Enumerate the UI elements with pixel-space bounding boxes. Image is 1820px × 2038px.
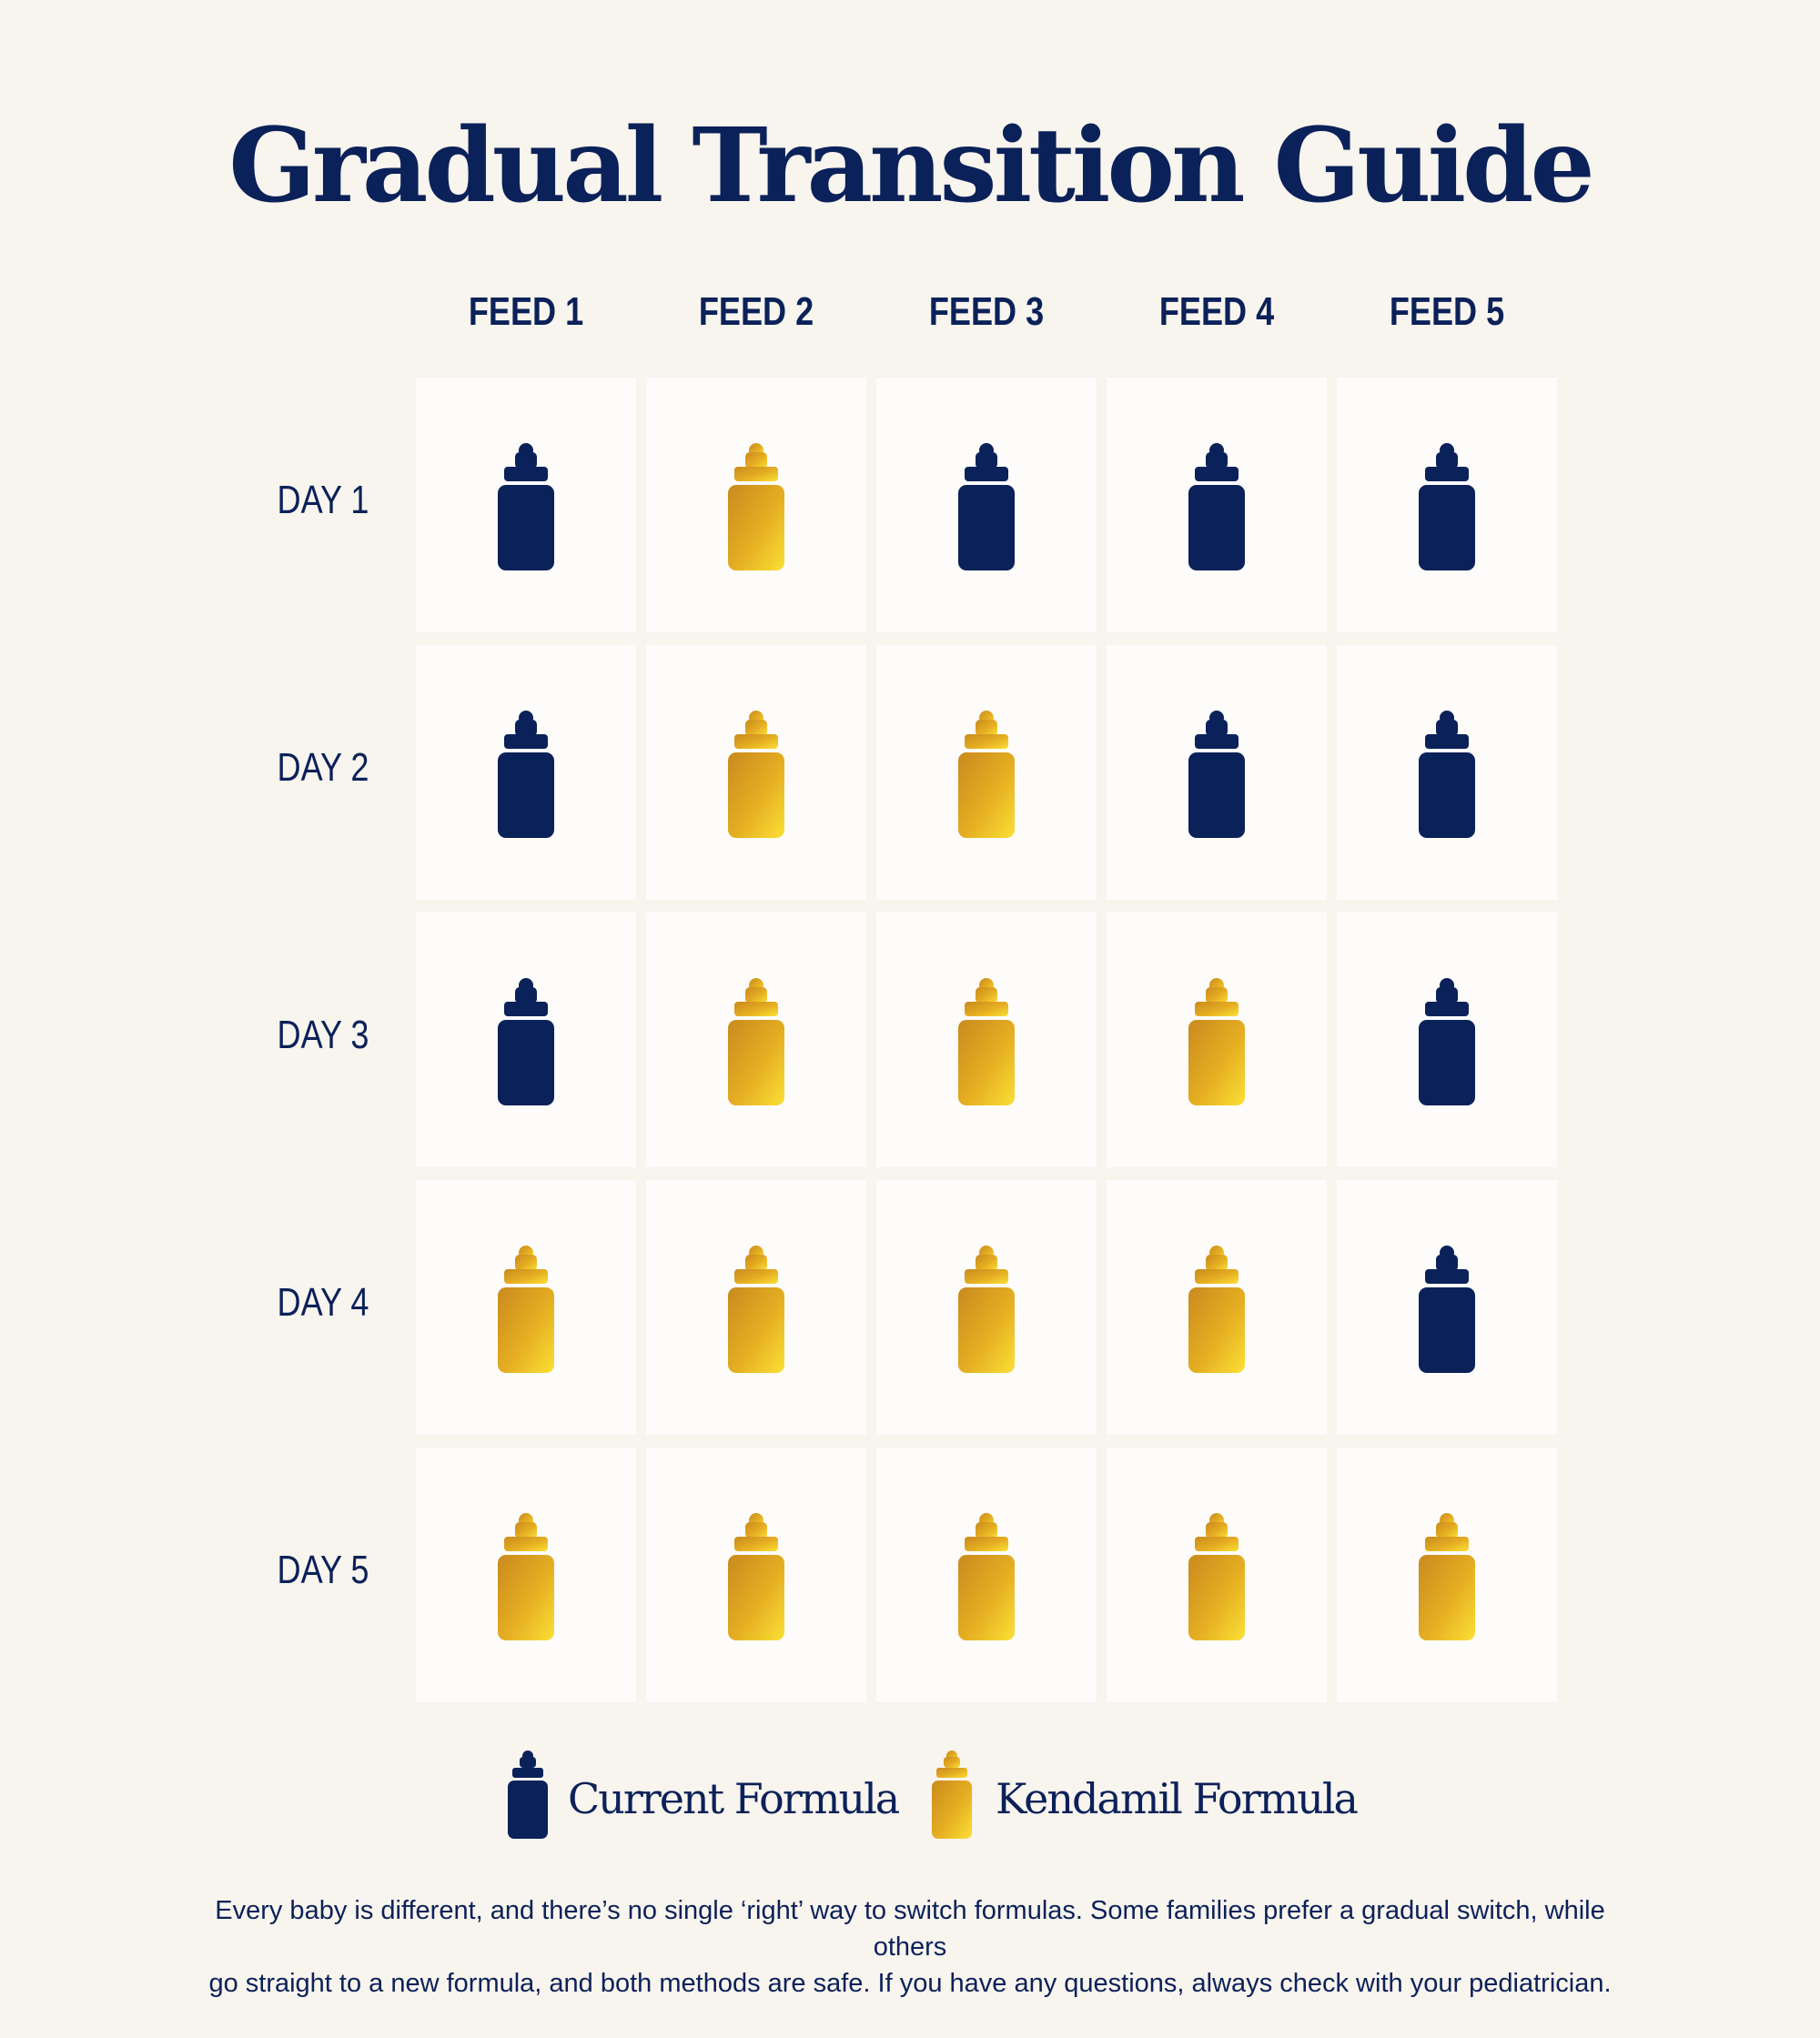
baby-bottle-icon xyxy=(958,978,1015,1105)
footnote-line-2: go straight to a new formula, and both m… xyxy=(208,1969,1612,1998)
baby-bottle-icon xyxy=(498,1246,554,1373)
legend-label-kendamil: Kendamil Formula xyxy=(996,1774,1359,1823)
grid-cell-day1-feed2 xyxy=(646,378,866,632)
page-title: Gradual Transition Guide xyxy=(228,106,1594,226)
grid-cell-day4-feed1 xyxy=(416,1180,636,1435)
grid-cell-day2-feed4 xyxy=(1107,645,1327,900)
legend: Current Formula Kendamil Formula xyxy=(0,1749,1820,1840)
grid-cell-day3-feed3 xyxy=(876,913,1097,1167)
baby-bottle-icon xyxy=(1188,1246,1245,1373)
baby-bottle-icon xyxy=(498,978,554,1105)
day-label-4: DAY 4 xyxy=(277,1280,369,1325)
feed-header-4: FEED 4 xyxy=(1158,289,1275,334)
footnote-line-1: Every baby is different, and there’s no … xyxy=(215,1896,1605,1962)
grid-cell-day5-feed3 xyxy=(876,1448,1097,1702)
baby-bottle-icon xyxy=(932,1750,972,1839)
baby-bottle-icon xyxy=(498,1513,554,1640)
grid-cell-day5-feed2 xyxy=(646,1448,866,1702)
grid-cell-day4-feed4 xyxy=(1107,1180,1327,1435)
baby-bottle-icon xyxy=(498,443,554,570)
legend-label-current: Current Formula xyxy=(568,1774,900,1823)
grid-cell-day2-feed5 xyxy=(1337,645,1557,900)
grid-cell-day3-feed2 xyxy=(646,913,866,1167)
footnote: Every baby is different, and there’s no … xyxy=(182,1892,1638,2002)
grid-cell-day3-feed4 xyxy=(1107,913,1327,1167)
baby-bottle-icon xyxy=(958,711,1015,838)
grid-cell-day5-feed1 xyxy=(416,1448,636,1702)
grid-cell-day2-feed1 xyxy=(416,645,636,900)
grid-cell-day3-feed1 xyxy=(416,913,636,1167)
grid-cell-day2-feed3 xyxy=(876,645,1097,900)
baby-bottle-icon xyxy=(1188,443,1245,570)
grid-cell-day1-feed1 xyxy=(416,378,636,632)
grid-cell-day5-feed5 xyxy=(1337,1448,1557,1702)
day-label-2: DAY 2 xyxy=(277,745,369,790)
baby-bottle-icon xyxy=(958,443,1015,570)
baby-bottle-icon xyxy=(1419,1246,1475,1373)
feed-header-2: FEED 2 xyxy=(698,289,814,334)
feed-header-3: FEED 3 xyxy=(928,289,1045,334)
grid-cell-day3-feed5 xyxy=(1337,913,1557,1167)
feed-header-1: FEED 1 xyxy=(468,289,584,334)
day-label-5: DAY 5 xyxy=(277,1548,369,1592)
grid-cell-day4-feed2 xyxy=(646,1180,866,1435)
grid-cell-day5-feed4 xyxy=(1107,1448,1327,1702)
grid-cell-day2-feed2 xyxy=(646,645,866,900)
baby-bottle-icon xyxy=(1419,978,1475,1105)
grid-cell-day1-feed3 xyxy=(876,378,1097,632)
baby-bottle-icon xyxy=(1419,1513,1475,1640)
baby-bottle-icon xyxy=(1419,443,1475,570)
grid-cell-day1-feed4 xyxy=(1107,378,1327,632)
baby-bottle-icon xyxy=(1188,978,1245,1105)
baby-bottle-icon xyxy=(508,1750,548,1839)
grid-cell-day1-feed5 xyxy=(1337,378,1557,632)
baby-bottle-icon xyxy=(728,978,784,1105)
day-label-3: DAY 3 xyxy=(277,1013,369,1057)
baby-bottle-icon xyxy=(728,443,784,570)
baby-bottle-icon xyxy=(728,1246,784,1373)
feed-header-5: FEED 5 xyxy=(1389,289,1505,334)
day-label-1: DAY 1 xyxy=(277,478,369,522)
baby-bottle-icon xyxy=(1188,711,1245,838)
grid-cell-day4-feed5 xyxy=(1337,1180,1557,1435)
baby-bottle-icon xyxy=(958,1513,1015,1640)
baby-bottle-icon xyxy=(1188,1513,1245,1640)
baby-bottle-icon xyxy=(498,711,554,838)
baby-bottle-icon xyxy=(1419,711,1475,838)
grid-cell-day4-feed3 xyxy=(876,1180,1097,1435)
baby-bottle-icon xyxy=(728,711,784,838)
baby-bottle-icon xyxy=(958,1246,1015,1373)
baby-bottle-icon xyxy=(728,1513,784,1640)
